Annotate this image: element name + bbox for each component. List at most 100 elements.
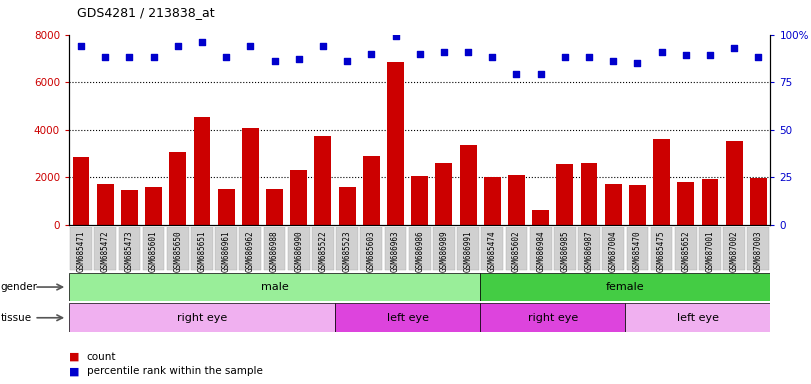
Point	[268, 58, 281, 64]
Text: GSM685602: GSM685602	[512, 230, 521, 272]
FancyBboxPatch shape	[337, 227, 358, 270]
FancyBboxPatch shape	[723, 227, 745, 270]
Bar	[339, 187, 355, 225]
Point	[680, 52, 693, 58]
Point	[75, 43, 88, 49]
Bar	[605, 184, 622, 225]
Point	[607, 58, 620, 64]
FancyBboxPatch shape	[191, 227, 212, 270]
Text: GSM687003: GSM687003	[754, 230, 763, 272]
Text: GSM685472: GSM685472	[101, 230, 109, 272]
Point	[195, 39, 208, 45]
Text: GSM685475: GSM685475	[657, 230, 666, 272]
Point	[171, 43, 184, 49]
Text: GSM685651: GSM685651	[198, 230, 207, 272]
Bar	[556, 164, 573, 225]
Point	[220, 54, 233, 60]
Bar	[169, 152, 187, 225]
Point	[752, 54, 765, 60]
Bar	[629, 185, 646, 225]
Point	[99, 54, 112, 60]
Point	[631, 60, 644, 66]
Text: ■: ■	[69, 352, 79, 362]
FancyBboxPatch shape	[748, 227, 770, 270]
Bar	[266, 189, 283, 225]
Text: count: count	[87, 352, 116, 362]
Point	[461, 49, 474, 55]
Point	[703, 52, 716, 58]
Text: GSM686991: GSM686991	[464, 230, 473, 272]
FancyBboxPatch shape	[167, 227, 189, 270]
FancyBboxPatch shape	[480, 273, 770, 301]
FancyBboxPatch shape	[239, 227, 261, 270]
Point	[510, 71, 523, 78]
Text: GSM686987: GSM686987	[585, 230, 594, 272]
Bar	[436, 163, 453, 225]
Point	[123, 54, 136, 60]
Text: GSM685650: GSM685650	[174, 230, 182, 272]
Point	[413, 51, 427, 57]
Bar	[97, 184, 114, 225]
Point	[558, 54, 571, 60]
Text: GSM686985: GSM686985	[560, 230, 569, 272]
Point	[582, 54, 595, 60]
Bar	[677, 182, 694, 225]
Text: GSM685470: GSM685470	[633, 230, 642, 272]
Text: GSM686989: GSM686989	[440, 230, 448, 272]
Text: tissue: tissue	[1, 313, 32, 323]
FancyBboxPatch shape	[480, 303, 625, 332]
Text: GSM685522: GSM685522	[319, 230, 328, 272]
FancyBboxPatch shape	[409, 227, 431, 270]
Bar	[581, 163, 598, 225]
Text: percentile rank within the sample: percentile rank within the sample	[87, 366, 263, 376]
FancyBboxPatch shape	[433, 227, 455, 270]
Point	[534, 71, 547, 78]
Bar	[290, 170, 307, 225]
Bar	[508, 175, 525, 225]
FancyBboxPatch shape	[530, 227, 551, 270]
Bar	[194, 116, 210, 225]
Bar	[363, 156, 380, 225]
Text: GSM686990: GSM686990	[294, 230, 303, 272]
Text: male: male	[260, 282, 289, 292]
Text: female: female	[606, 282, 645, 292]
Text: GDS4281 / 213838_at: GDS4281 / 213838_at	[77, 6, 215, 19]
Point	[437, 49, 450, 55]
Text: GSM685471: GSM685471	[76, 230, 85, 272]
Point	[486, 54, 499, 60]
Text: left eye: left eye	[387, 313, 428, 323]
Text: GSM686986: GSM686986	[415, 230, 424, 272]
Text: GSM685652: GSM685652	[681, 230, 690, 272]
FancyBboxPatch shape	[457, 227, 479, 270]
FancyBboxPatch shape	[625, 303, 770, 332]
FancyBboxPatch shape	[215, 227, 237, 270]
Text: GSM686988: GSM686988	[270, 230, 279, 272]
FancyBboxPatch shape	[650, 227, 672, 270]
FancyBboxPatch shape	[264, 227, 285, 270]
Text: GSM685474: GSM685474	[487, 230, 497, 272]
Bar	[72, 157, 89, 225]
FancyBboxPatch shape	[94, 227, 116, 270]
FancyBboxPatch shape	[675, 227, 697, 270]
FancyBboxPatch shape	[69, 273, 480, 301]
Bar	[653, 139, 670, 225]
Bar	[532, 210, 549, 225]
Text: GSM686962: GSM686962	[246, 230, 255, 272]
FancyBboxPatch shape	[505, 227, 527, 270]
Text: GSM686963: GSM686963	[391, 230, 400, 272]
FancyBboxPatch shape	[312, 227, 334, 270]
Bar	[217, 189, 234, 225]
FancyBboxPatch shape	[360, 227, 382, 270]
Text: GSM687002: GSM687002	[730, 230, 739, 272]
Text: GSM685473: GSM685473	[125, 230, 134, 272]
Bar	[315, 136, 332, 225]
Point	[727, 45, 740, 51]
FancyBboxPatch shape	[699, 227, 721, 270]
Text: GSM687001: GSM687001	[706, 230, 714, 272]
FancyBboxPatch shape	[578, 227, 600, 270]
Text: gender: gender	[1, 282, 38, 292]
Point	[389, 33, 402, 40]
FancyBboxPatch shape	[70, 227, 92, 270]
FancyBboxPatch shape	[603, 227, 624, 270]
FancyBboxPatch shape	[118, 227, 140, 270]
